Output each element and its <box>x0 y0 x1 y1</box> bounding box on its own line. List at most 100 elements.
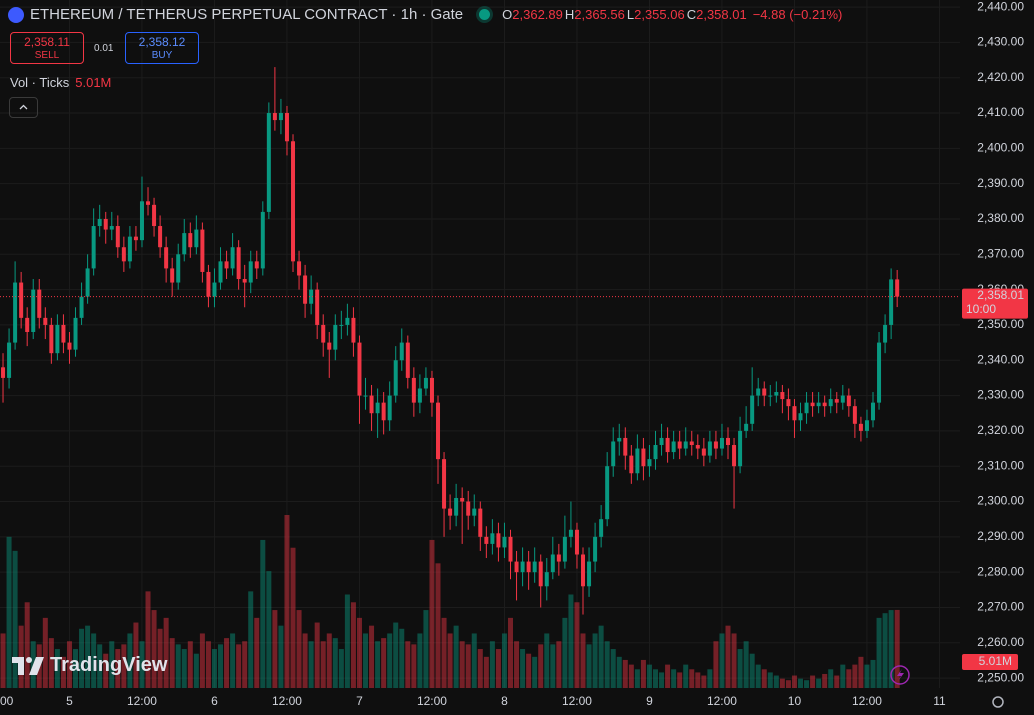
volume-bar <box>489 641 495 688</box>
x-tick-label: 12:00 <box>417 694 447 708</box>
volume-bar <box>804 680 810 688</box>
candle-body <box>484 536 489 544</box>
candle-body <box>738 430 743 467</box>
volume-bar <box>66 641 72 688</box>
candle-body <box>877 342 882 403</box>
candle-body <box>895 279 900 297</box>
candle-body <box>502 536 507 548</box>
y-tick-label: 2,330.00 <box>977 388 1024 402</box>
volume-bar <box>870 659 876 688</box>
candle-body <box>133 236 138 241</box>
candle-body <box>828 399 833 407</box>
status-dot <box>479 9 491 20</box>
sell-label: SELL <box>34 50 60 61</box>
candle-body <box>339 324 344 326</box>
candle-body <box>152 204 157 227</box>
x-tick-label: 11 <box>933 694 946 708</box>
buy-button[interactable]: 2,358.12 BUY <box>125 32 199 64</box>
volume-bar <box>133 622 139 688</box>
candle-body <box>303 275 308 304</box>
symbol-title[interactable]: ETHEREUM / TETHERUS PERPETUAL CONTRACT ·… <box>30 6 464 23</box>
x-tick-label: 12:00 <box>127 694 157 708</box>
sell-price: 2,358.11 <box>24 35 70 49</box>
volume-bar <box>260 539 266 688</box>
y-tick-label: 2,370.00 <box>977 246 1024 260</box>
volume-bar <box>326 633 332 688</box>
y-tick-label: 2,270.00 <box>977 600 1024 614</box>
y-tick-label: 2,250.00 <box>977 670 1024 684</box>
candle-body <box>254 261 259 269</box>
volume-bar <box>508 617 514 688</box>
x-tick-label: 12:00 <box>272 694 302 708</box>
candle-body <box>19 282 24 318</box>
candle-body <box>37 289 42 318</box>
candle-body <box>109 226 114 230</box>
x-tick-label: 9 <box>646 694 653 708</box>
candle-body <box>291 141 296 262</box>
volume-box <box>962 654 1018 670</box>
volume-bar <box>628 664 634 688</box>
volume-bar <box>779 678 785 688</box>
y-tick-label: 2,380.00 <box>977 211 1024 225</box>
volume-bar <box>447 633 453 688</box>
candle-body <box>327 342 332 350</box>
x-tick-label: 12:00 <box>707 694 737 708</box>
volume-bar <box>791 675 797 688</box>
volume-bar <box>737 649 743 688</box>
grid <box>0 0 960 688</box>
candle-body <box>266 113 271 212</box>
volume-bar <box>181 649 187 688</box>
y-tick-label: 2,280.00 <box>977 564 1024 578</box>
alert-icon[interactable] <box>890 665 910 685</box>
candle-body <box>242 279 247 283</box>
candle-body <box>309 289 314 304</box>
volume-bar <box>580 633 586 688</box>
candle-body <box>423 377 428 389</box>
candle-body <box>846 395 851 407</box>
sell-button[interactable]: 2,358.11 SELL <box>10 32 84 64</box>
volume-bar <box>864 664 870 688</box>
volume-bar <box>610 649 616 688</box>
candle-body <box>768 395 773 397</box>
candle-body <box>25 317 30 332</box>
volume-title: Vol · Ticks <box>10 75 70 90</box>
volume-bar <box>284 515 290 688</box>
volume-bar <box>544 633 550 688</box>
volume-bar <box>514 641 520 688</box>
candle-body <box>121 247 126 262</box>
brand-name: TradingView <box>50 654 168 676</box>
volume-bar <box>731 633 737 688</box>
volume-bar <box>550 644 556 688</box>
candle-body <box>665 437 670 453</box>
volume-bar <box>375 641 381 688</box>
candle-body <box>139 201 144 241</box>
volume-bar <box>798 678 804 688</box>
candle-body <box>79 296 84 318</box>
candle-body <box>526 561 531 573</box>
volume-bar <box>193 653 199 688</box>
volume-bar <box>42 617 48 688</box>
x-tick-label: 8 <box>501 694 508 708</box>
volume-bar <box>242 641 248 688</box>
collapse-button[interactable] <box>9 97 38 118</box>
candle-body <box>659 437 664 446</box>
candle-body <box>478 508 483 537</box>
volume-bar <box>103 653 109 688</box>
ohlc-value: 2,365.56 <box>574 7 625 22</box>
volume-bar <box>218 644 224 688</box>
volume-bar <box>604 641 610 688</box>
volume-bar <box>683 664 689 688</box>
candle-body <box>701 448 706 456</box>
candle-body <box>871 402 876 421</box>
candle-body <box>635 448 640 474</box>
volume-bar <box>314 622 320 688</box>
buy-price: 2,358.12 <box>138 35 186 49</box>
candle-body <box>411 377 416 403</box>
last-price-box <box>962 288 1028 319</box>
candle-body <box>556 554 561 562</box>
candle-body <box>85 268 90 297</box>
volume-bar <box>773 675 779 688</box>
volume-bar <box>816 678 822 688</box>
settings-icon[interactable] <box>992 696 1004 708</box>
